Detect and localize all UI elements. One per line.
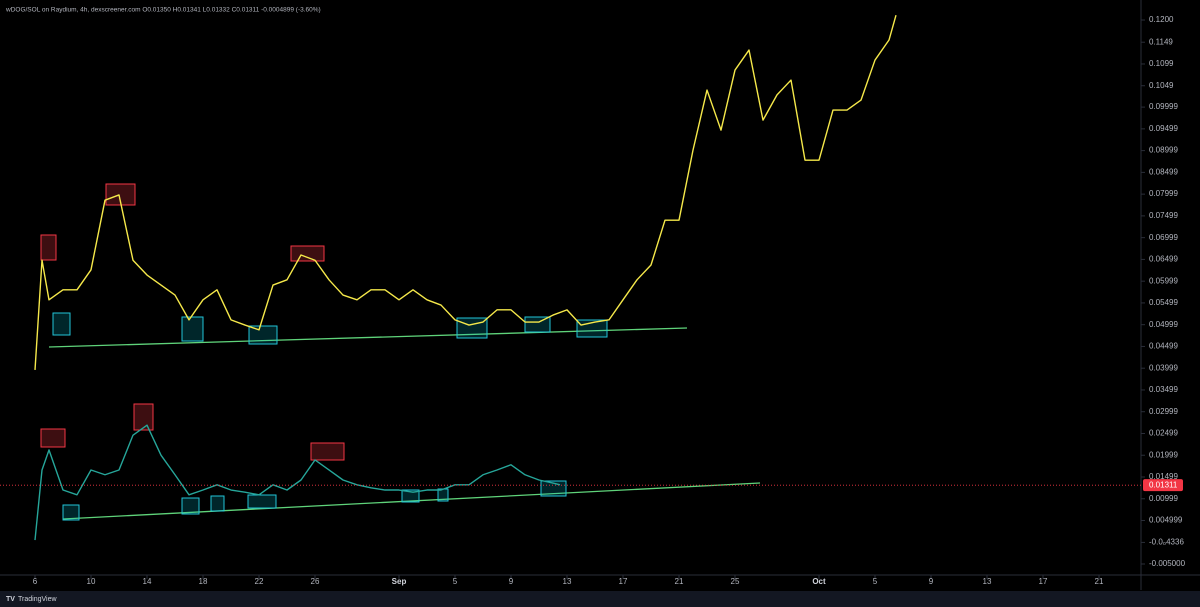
x-tick-label: Sep bbox=[392, 577, 407, 586]
x-tick-label: 10 bbox=[87, 577, 96, 586]
x-tick-label: 26 bbox=[311, 577, 320, 586]
y-tick-label: 0.09499 bbox=[1149, 124, 1178, 133]
x-tick-label: 9 bbox=[509, 577, 514, 586]
support-box bbox=[181, 316, 204, 342]
y-tick-label: 0.07499 bbox=[1149, 211, 1178, 220]
support-box bbox=[401, 489, 420, 503]
support-box bbox=[247, 494, 277, 509]
y-tick-label: 0.1200 bbox=[1149, 15, 1174, 24]
y-tick-label: 0.04999 bbox=[1149, 320, 1178, 329]
y-tick-label: 0.01999 bbox=[1149, 450, 1178, 459]
y-tick-label: 0.1049 bbox=[1149, 81, 1174, 90]
x-tick-label: 13 bbox=[983, 577, 992, 586]
y-tick-label: 0.02499 bbox=[1149, 429, 1178, 438]
resistance-box bbox=[310, 442, 345, 461]
support-box bbox=[181, 497, 200, 515]
resistance-box bbox=[40, 428, 66, 448]
x-tick-label: 5 bbox=[453, 577, 458, 586]
x-tick-label: 18 bbox=[199, 577, 208, 586]
y-tick-label: 0.08999 bbox=[1149, 146, 1178, 155]
x-tick-label: 13 bbox=[563, 577, 572, 586]
x-tick-label: Oct bbox=[812, 577, 826, 586]
resistance-box bbox=[290, 245, 325, 262]
support-box bbox=[437, 488, 449, 502]
y-tick-label: 0.09999 bbox=[1149, 102, 1178, 111]
y-tick-label: 0.08499 bbox=[1149, 167, 1178, 176]
y-tick-label: 0.01499 bbox=[1149, 472, 1178, 481]
x-tick-label: 14 bbox=[143, 577, 152, 586]
x-tick-label: 17 bbox=[1039, 577, 1048, 586]
support-box bbox=[62, 504, 80, 521]
y-tick-label: -0.005000 bbox=[1149, 559, 1186, 568]
y-tick-label: 0.06499 bbox=[1149, 255, 1178, 264]
y-tick-label: 0.05999 bbox=[1149, 276, 1178, 285]
x-tick-label: 17 bbox=[619, 577, 628, 586]
y-tick-label: 0.1099 bbox=[1149, 59, 1174, 68]
support-box bbox=[52, 312, 71, 336]
x-tick-label: 6 bbox=[33, 577, 38, 586]
y-tick-label: 0.04499 bbox=[1149, 342, 1178, 351]
y-tick-label: 0.06999 bbox=[1149, 233, 1178, 242]
resistance-box bbox=[133, 403, 154, 431]
x-tick-label: 25 bbox=[731, 577, 740, 586]
y-tick-label: 0.00999 bbox=[1149, 494, 1178, 503]
x-tick-label: 21 bbox=[675, 577, 684, 586]
trend-line bbox=[48, 327, 688, 348]
trend-line bbox=[62, 482, 761, 520]
support-box bbox=[524, 316, 551, 333]
y-tick-label: -0.0₀4336 bbox=[1149, 538, 1184, 547]
last-price-label: 0.01311 bbox=[1149, 480, 1178, 489]
y-tick-label: 0.1149 bbox=[1149, 37, 1173, 46]
y-tick-label: 0.02999 bbox=[1149, 407, 1178, 416]
x-tick-label: 5 bbox=[873, 577, 878, 586]
x-tick-label: 22 bbox=[255, 577, 264, 586]
drawings bbox=[40, 183, 761, 521]
x-tick-label: 21 bbox=[1095, 577, 1104, 586]
header: wDOG/SOL on Raydium, 4h, dexscreener.com… bbox=[5, 7, 321, 14]
support-box bbox=[210, 495, 225, 512]
x-tick-label: 9 bbox=[929, 577, 934, 586]
brand-logo: TV bbox=[6, 596, 15, 603]
resistance-box bbox=[40, 234, 57, 261]
support-box bbox=[248, 325, 278, 345]
y-tick-label: 0.07999 bbox=[1149, 189, 1178, 198]
y-tick-label: 0.05499 bbox=[1149, 298, 1178, 307]
support-box bbox=[456, 317, 488, 339]
y-tick-label: 0.03499 bbox=[1149, 385, 1178, 394]
brand: TradingView bbox=[18, 596, 57, 603]
y-tick-label: 0.004999 bbox=[1149, 516, 1183, 525]
y-tick-label: 0.03999 bbox=[1149, 363, 1178, 372]
price-line bbox=[34, 15, 897, 370]
footer-bar bbox=[0, 591, 1200, 607]
last-price-badge bbox=[1143, 479, 1183, 492]
